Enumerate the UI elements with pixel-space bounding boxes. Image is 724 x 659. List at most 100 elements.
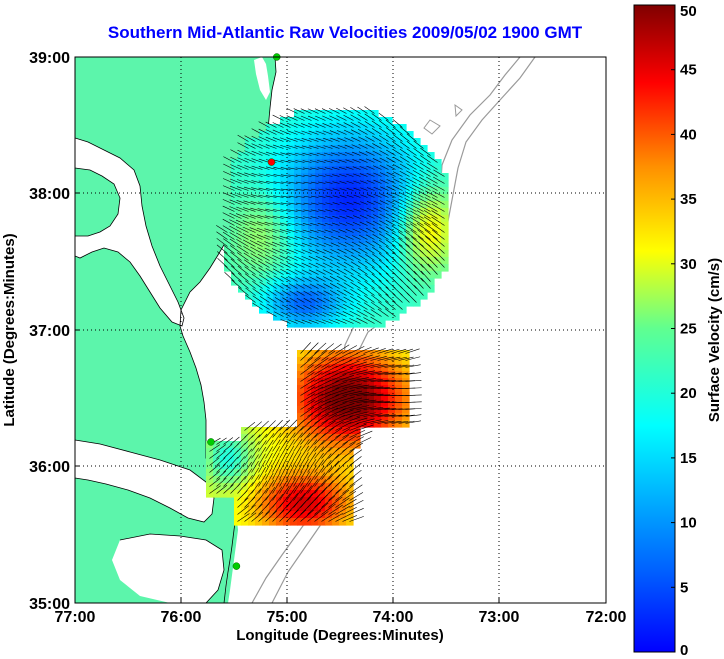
velocity-vector — [323, 297, 333, 303]
velocity-vector — [328, 421, 344, 431]
velocity-vector — [237, 272, 249, 282]
velocity-vector — [328, 467, 340, 480]
velocity-cell — [245, 187, 253, 195]
velocity-cell — [378, 306, 386, 314]
velocity-cell — [301, 320, 309, 328]
velocity-cell — [388, 406, 396, 414]
velocity-vector — [300, 432, 311, 445]
velocity-vector — [282, 297, 291, 303]
velocity-vector — [322, 130, 333, 135]
velocity-cell — [234, 455, 242, 463]
velocity-vector — [399, 163, 410, 170]
velocity-cell — [259, 173, 267, 181]
velocity-vector — [314, 365, 330, 375]
velocity-vector — [404, 237, 417, 247]
velocity-cell — [262, 476, 270, 484]
velocity-vector — [356, 437, 372, 445]
velocity-vector — [373, 193, 382, 198]
velocity-cell — [297, 357, 305, 365]
velocity-cell — [367, 378, 375, 386]
velocity-cell — [392, 145, 400, 153]
velocity-vector — [251, 266, 263, 275]
velocity-vector — [370, 348, 386, 354]
velocity-vector — [295, 209, 305, 212]
velocity-cell — [343, 124, 351, 132]
velocity-cell — [343, 278, 351, 286]
velocity-cell — [395, 392, 403, 400]
velocity-cell — [329, 180, 337, 188]
velocity-cell — [280, 306, 288, 314]
velocity-vector — [293, 509, 307, 522]
velocity-cell — [241, 490, 249, 498]
velocity-cell — [206, 476, 214, 484]
velocity-cell — [301, 229, 309, 237]
velocity-cell — [245, 236, 253, 244]
station-marker — [267, 158, 276, 166]
velocity-cell — [259, 271, 267, 279]
velocity-vector — [286, 439, 295, 452]
velocity-vector — [250, 194, 263, 198]
velocity-cell — [322, 229, 330, 237]
velocity-cell — [224, 257, 232, 265]
velocity-vector — [244, 461, 252, 473]
velocity-vector — [392, 192, 403, 198]
velocity-cell — [399, 306, 407, 314]
velocity-cell — [385, 285, 393, 293]
velocity-cell — [357, 250, 365, 258]
velocity-vector — [329, 130, 340, 135]
velocity-vector — [391, 414, 409, 417]
velocity-vector — [372, 227, 382, 233]
velocity-cell — [427, 208, 435, 216]
velocity-cell — [329, 152, 337, 160]
velocity-cell — [315, 299, 323, 307]
velocity-vector — [345, 166, 354, 170]
velocity-cell — [339, 434, 347, 442]
velocity-vector — [300, 445, 309, 459]
velocity-vector — [242, 233, 256, 240]
velocity-cell — [231, 180, 239, 188]
velocity-vector — [344, 255, 354, 261]
colorbar-tick-label: 45 — [680, 62, 697, 79]
velocity-vector — [294, 242, 305, 247]
velocity-cell — [252, 180, 260, 188]
velocity-vector — [309, 283, 319, 289]
velocity-vector — [236, 200, 249, 205]
velocity-cell — [385, 313, 393, 321]
velocity-cell — [378, 173, 386, 181]
velocity-vector — [272, 501, 284, 515]
colorbar-tick-label: 20 — [680, 385, 697, 402]
velocity-cell — [245, 208, 253, 216]
velocity-cell — [350, 138, 358, 146]
velocity-cell — [315, 313, 323, 321]
velocity-cell — [266, 187, 274, 195]
velocity-vector — [377, 348, 393, 354]
velocity-cell — [420, 201, 428, 209]
velocity-cell — [420, 243, 428, 251]
velocity-cell — [287, 173, 295, 181]
velocity-vector — [264, 228, 277, 233]
velocity-cell — [266, 166, 274, 174]
velocity-vector — [216, 484, 228, 494]
velocity-vector — [399, 271, 410, 282]
y-tick-label: 35:00 — [29, 596, 70, 613]
velocity-cell — [231, 236, 239, 244]
velocity-vector — [296, 195, 305, 198]
velocity-cell — [315, 285, 323, 293]
velocity-vector — [287, 242, 298, 247]
velocity-vector — [321, 512, 336, 522]
velocity-vector — [272, 137, 284, 142]
velocity-vector — [412, 170, 424, 177]
velocity-vector — [307, 372, 323, 382]
velocity-cell — [304, 385, 312, 393]
velocity-cell — [224, 250, 232, 258]
velocity-vector — [366, 172, 375, 177]
velocity-vector — [279, 426, 290, 438]
velocity-cell — [434, 201, 442, 209]
velocity-cell — [343, 208, 351, 216]
velocity-vector — [230, 265, 242, 275]
velocity-vector — [318, 181, 326, 184]
velocity-vector — [209, 464, 220, 473]
velocity-cell — [273, 166, 281, 174]
velocity-vector — [356, 317, 368, 324]
velocity-vector — [359, 214, 368, 219]
